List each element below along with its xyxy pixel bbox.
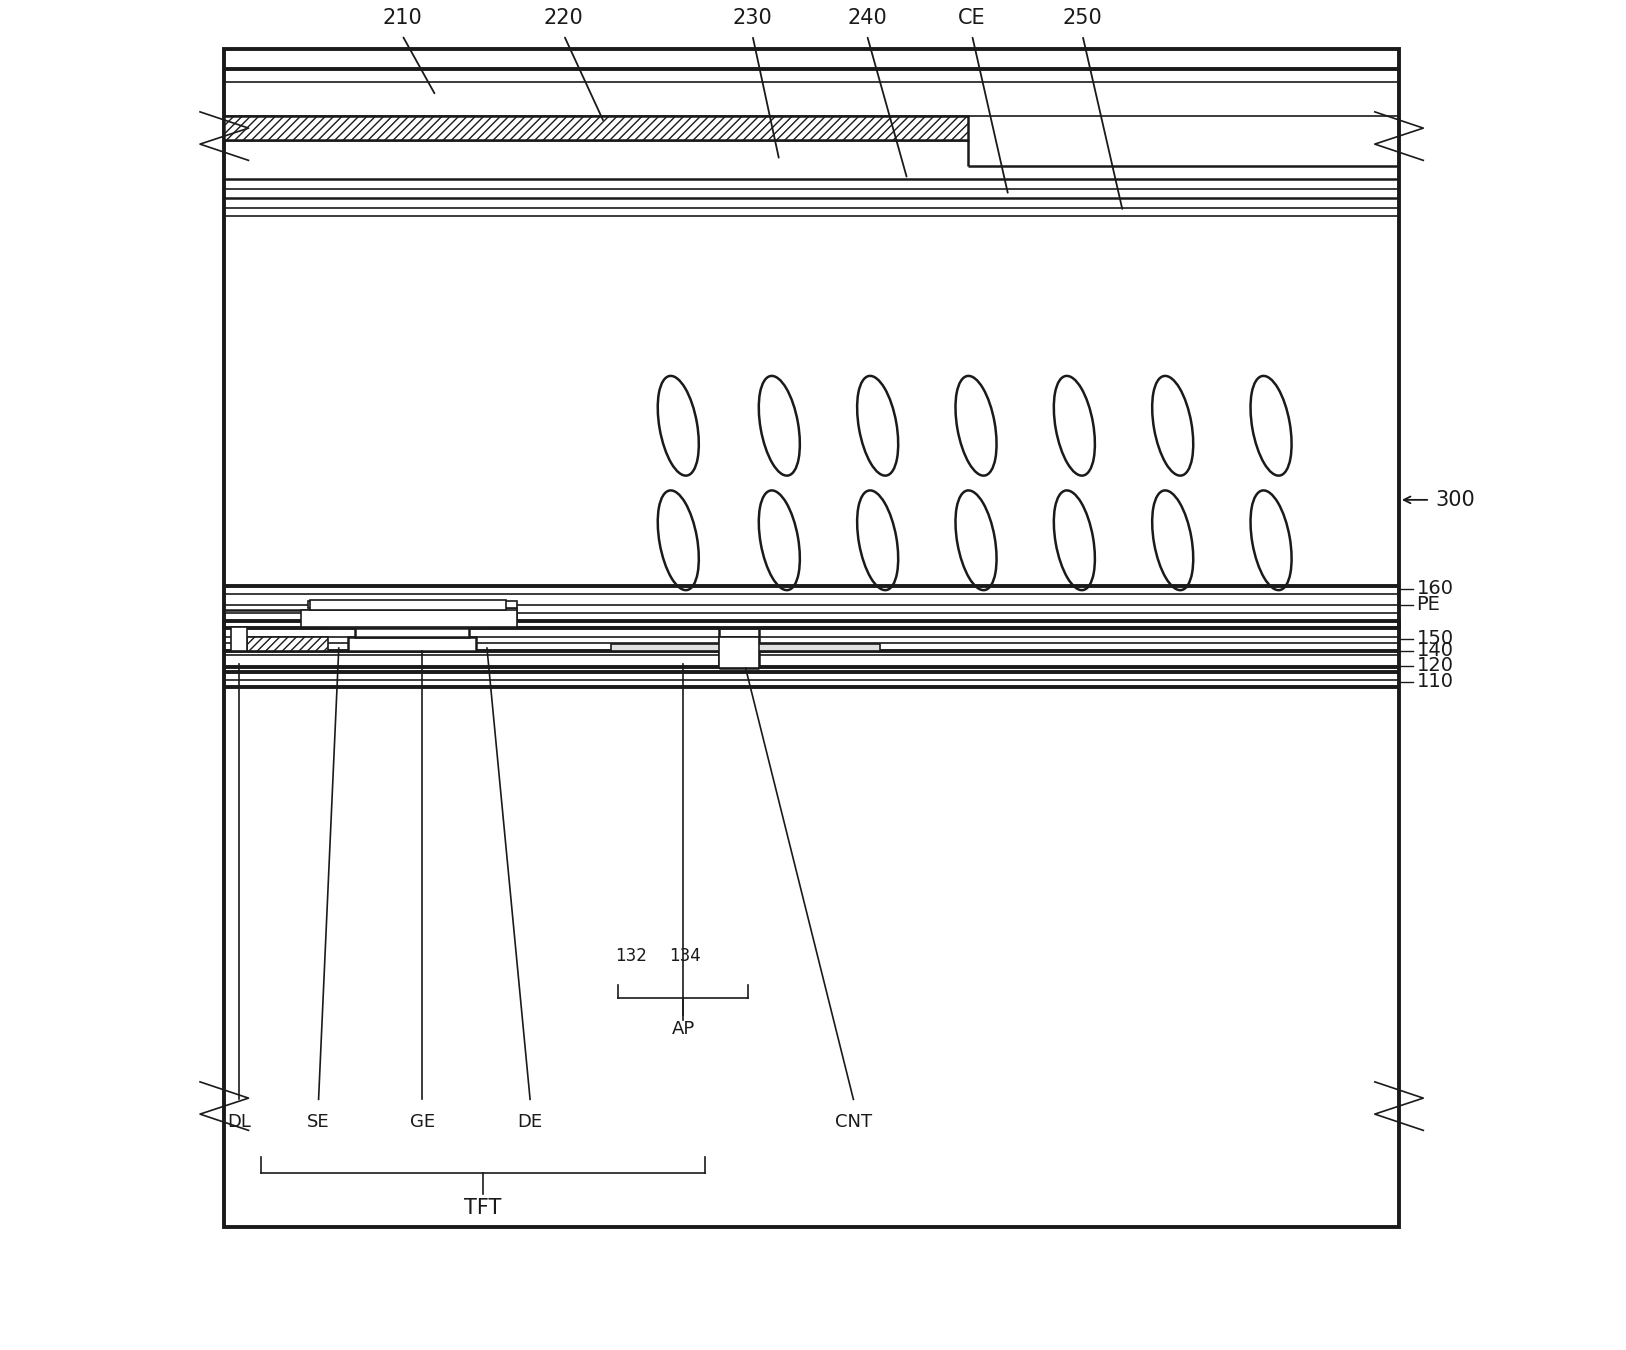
Bar — [319, 608, 379, 620]
Text: 230: 230 — [732, 8, 772, 28]
Bar — [348, 637, 476, 651]
Bar — [611, 644, 880, 651]
Text: T: T — [737, 644, 746, 659]
Text: DL: DL — [228, 1112, 250, 1131]
Bar — [247, 637, 328, 651]
Text: 240: 240 — [847, 8, 886, 28]
Text: SE: SE — [307, 1112, 330, 1131]
Bar — [307, 601, 382, 608]
Bar — [231, 626, 247, 651]
Text: 300: 300 — [1436, 490, 1475, 510]
Bar — [719, 637, 759, 668]
Bar — [455, 608, 517, 620]
Text: GE: GE — [410, 1112, 434, 1131]
Text: DE: DE — [517, 1112, 543, 1131]
Text: CE: CE — [958, 8, 985, 28]
Bar — [354, 628, 470, 637]
Bar — [459, 601, 517, 608]
Bar — [311, 599, 506, 610]
Text: 160: 160 — [1416, 579, 1454, 598]
Bar — [328, 620, 483, 628]
Text: 250: 250 — [1062, 8, 1102, 28]
Text: 210: 210 — [382, 8, 423, 28]
Text: 150: 150 — [1416, 629, 1454, 648]
Text: 120: 120 — [1416, 656, 1454, 675]
Bar — [301, 610, 517, 626]
Bar — [224, 49, 1398, 628]
Bar — [224, 116, 967, 140]
Text: AP: AP — [672, 1019, 694, 1038]
Text: TFT: TFT — [465, 1197, 501, 1218]
Text: 220: 220 — [543, 8, 584, 28]
Text: 140: 140 — [1416, 641, 1454, 660]
Bar — [224, 621, 1398, 1227]
Text: PE: PE — [1416, 595, 1441, 614]
Text: 110: 110 — [1416, 672, 1454, 691]
Text: CNT: CNT — [834, 1112, 872, 1131]
Text: 132: 132 — [615, 946, 647, 965]
Text: 134: 134 — [670, 946, 701, 965]
